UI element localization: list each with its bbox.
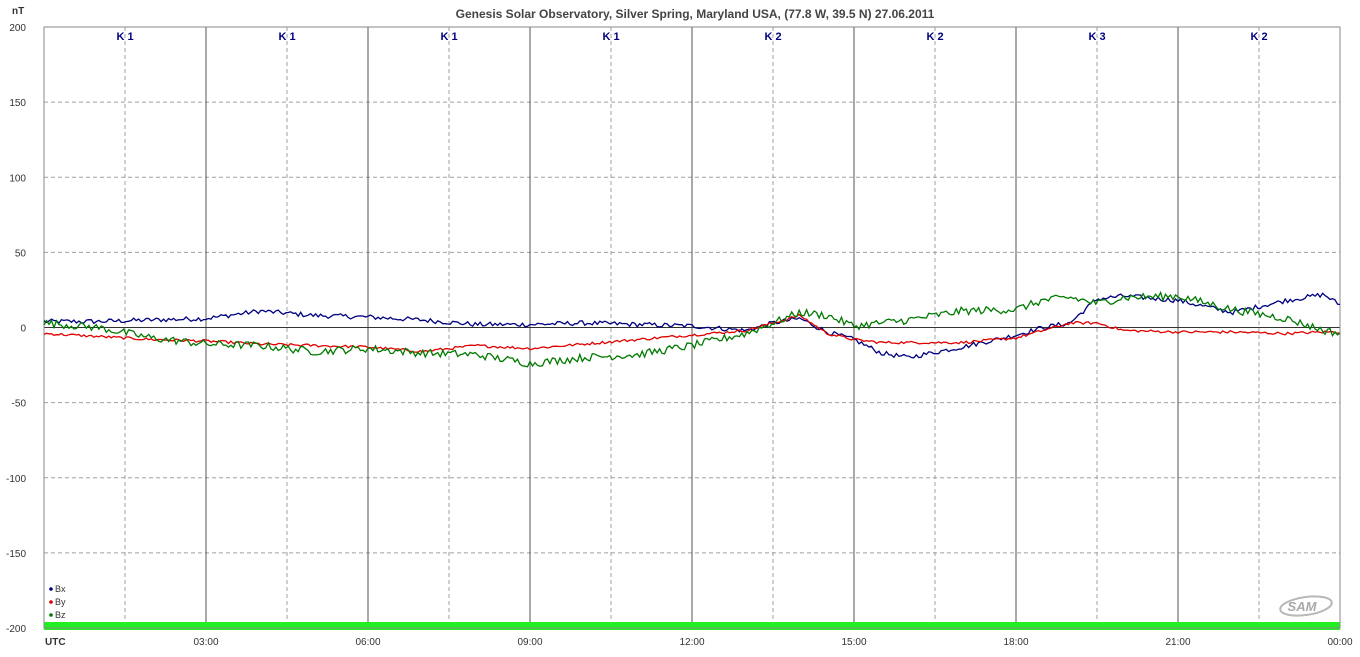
y-tick-label: 50	[15, 248, 27, 259]
chart-title: Genesis Solar Observatory, Silver Spring…	[456, 7, 935, 21]
series-line-bz	[43, 290, 1341, 368]
y-axis-unit-label: nT	[12, 6, 24, 17]
k-index-label: K 3	[1088, 31, 1105, 43]
legend-label-bx: Bx	[55, 584, 66, 594]
k-index-label: K 1	[116, 31, 133, 43]
k-index-label: K 2	[764, 31, 781, 43]
plot-frame	[43, 26, 1341, 629]
legend: Bx By Bz	[49, 584, 66, 620]
legend-marker-bz	[49, 613, 53, 617]
status-bar	[44, 622, 1340, 630]
y-tick-label: 200	[9, 23, 26, 34]
data-series	[43, 290, 1341, 368]
x-tick-label: 06:00	[355, 637, 380, 648]
legend-marker-by	[49, 600, 53, 604]
x-tick-label: 03:00	[193, 637, 218, 648]
x-tick-label: 00:00	[1327, 637, 1352, 648]
k-index-label: K 1	[440, 31, 457, 43]
x-tick-label: 09:00	[517, 637, 542, 648]
y-tick-label: 150	[9, 98, 26, 109]
k-index-label: K 1	[278, 31, 295, 43]
y-tick-label: 0	[20, 324, 26, 335]
y-tick-label: -150	[6, 549, 26, 560]
x-tick-label: 15:00	[841, 637, 866, 648]
x-tick-label: 21:00	[1165, 637, 1190, 648]
legend-marker-bx	[49, 587, 53, 591]
k-index-label: K 2	[1250, 31, 1267, 43]
series-line-by	[43, 313, 1340, 353]
sam-logo: SAM	[1279, 595, 1333, 617]
x-axis-label: UTC	[45, 637, 66, 648]
legend-label-bz: Bz	[55, 610, 66, 620]
logo-text: SAM	[1288, 599, 1318, 614]
x-tick-label: 18:00	[1003, 637, 1028, 648]
y-tick-label: -200	[6, 624, 26, 635]
legend-label-by: By	[55, 597, 66, 607]
x-tick-label: 12:00	[679, 637, 704, 648]
y-tick-label: 100	[9, 173, 26, 184]
y-tick-label: -100	[6, 474, 26, 485]
y-tick-label: -50	[12, 399, 27, 410]
k-index-label: K 1	[602, 31, 619, 43]
k-index-label: K 2	[926, 31, 943, 43]
